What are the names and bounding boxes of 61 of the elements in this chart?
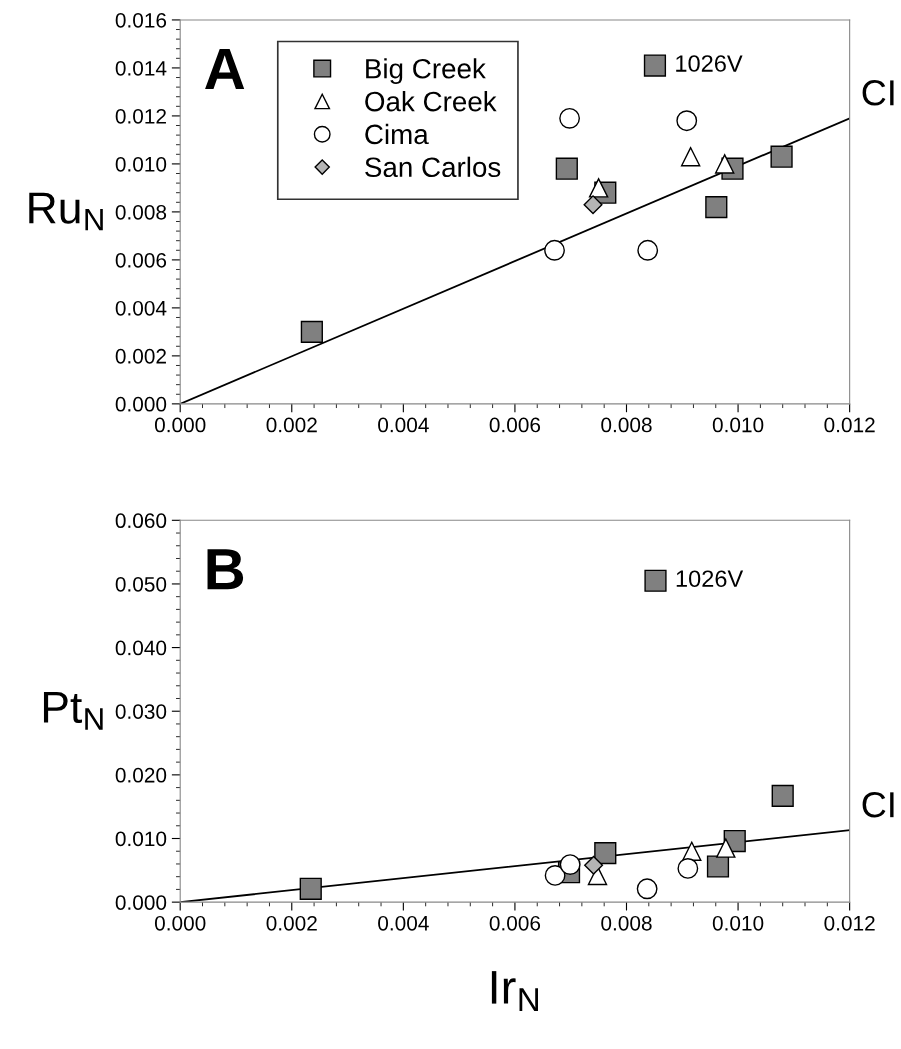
x-tick-label: 0.012 — [824, 915, 875, 931]
legend-label: Oak Creek — [365, 91, 497, 112]
y-tick-label: 0.004 — [115, 300, 167, 316]
point — [300, 320, 323, 343]
legend-label: Big Creek — [366, 58, 486, 85]
x-tick-label: 0.006 — [489, 915, 541, 931]
y-tick-label: 0.010 — [115, 156, 167, 172]
point — [559, 854, 581, 876]
y-tick-label: 0.050 — [115, 576, 167, 592]
y-tick-label: 0.040 — [115, 640, 167, 656]
x-tick-label: 0.004 — [378, 417, 429, 433]
point — [594, 842, 617, 865]
x-tick-label: 0.002 — [266, 417, 317, 433]
y-tick-label: 0.060 — [115, 513, 167, 529]
point — [588, 178, 609, 198]
point — [584, 855, 604, 875]
y-tick-label: 0.010 — [115, 831, 167, 847]
y-axis-title: Ru$_{N}$ — [29, 192, 103, 231]
x-tick-label: 0.000 — [154, 915, 206, 931]
x-tick-label: 0.004 — [378, 915, 429, 931]
legend-label: Cima — [365, 123, 429, 145]
y-tick-label: 0.020 — [115, 767, 167, 783]
point — [680, 146, 701, 167]
y-tick-label: 0.002 — [115, 348, 166, 364]
x-tick-label: 0.006 — [489, 417, 541, 433]
point — [643, 54, 667, 77]
y-tick-label: 0.030 — [115, 704, 167, 719]
y-tick-label: 0.008 — [115, 204, 167, 220]
point — [644, 569, 667, 592]
point — [716, 838, 736, 858]
y-tick-label: 0.016 — [115, 12, 167, 28]
y-tick-label: 0.014 — [115, 60, 167, 76]
y-tick-label: 0.000 — [115, 895, 167, 910]
point — [299, 877, 322, 900]
point — [544, 864, 566, 886]
annotation: 1026V — [676, 570, 744, 588]
annotation: A — [205, 48, 245, 90]
point — [705, 195, 728, 219]
point — [714, 154, 735, 174]
legend-label: San Carlos — [365, 156, 501, 178]
x-tick-label: 0.012 — [824, 417, 875, 433]
annotation: 1026V — [676, 55, 743, 72]
x-axis-title: Ir$_{N}$ — [491, 971, 538, 1012]
annotation: CI — [862, 791, 894, 818]
annotation: CI — [862, 80, 894, 106]
x-tick-label: 0.000 — [154, 417, 206, 433]
point — [770, 145, 793, 168]
y-tick-label: 0.012 — [115, 108, 166, 124]
x-tick-label: 0.002 — [266, 915, 317, 931]
x-tick-label: 0.008 — [601, 915, 652, 931]
point — [771, 784, 794, 807]
y-tick-label: 0.006 — [115, 252, 167, 268]
x-tick-label: 0.008 — [601, 417, 652, 433]
x-tick-label: 0.010 — [712, 417, 764, 433]
x-tick-label: 0.010 — [712, 915, 764, 931]
point — [583, 195, 603, 215]
y-axis-title: Pt$_{N}$ — [43, 692, 103, 730]
point — [555, 157, 578, 180]
y-tick-label: 0.000 — [115, 396, 167, 412]
point — [706, 855, 730, 878]
annotation: B — [207, 549, 244, 590]
